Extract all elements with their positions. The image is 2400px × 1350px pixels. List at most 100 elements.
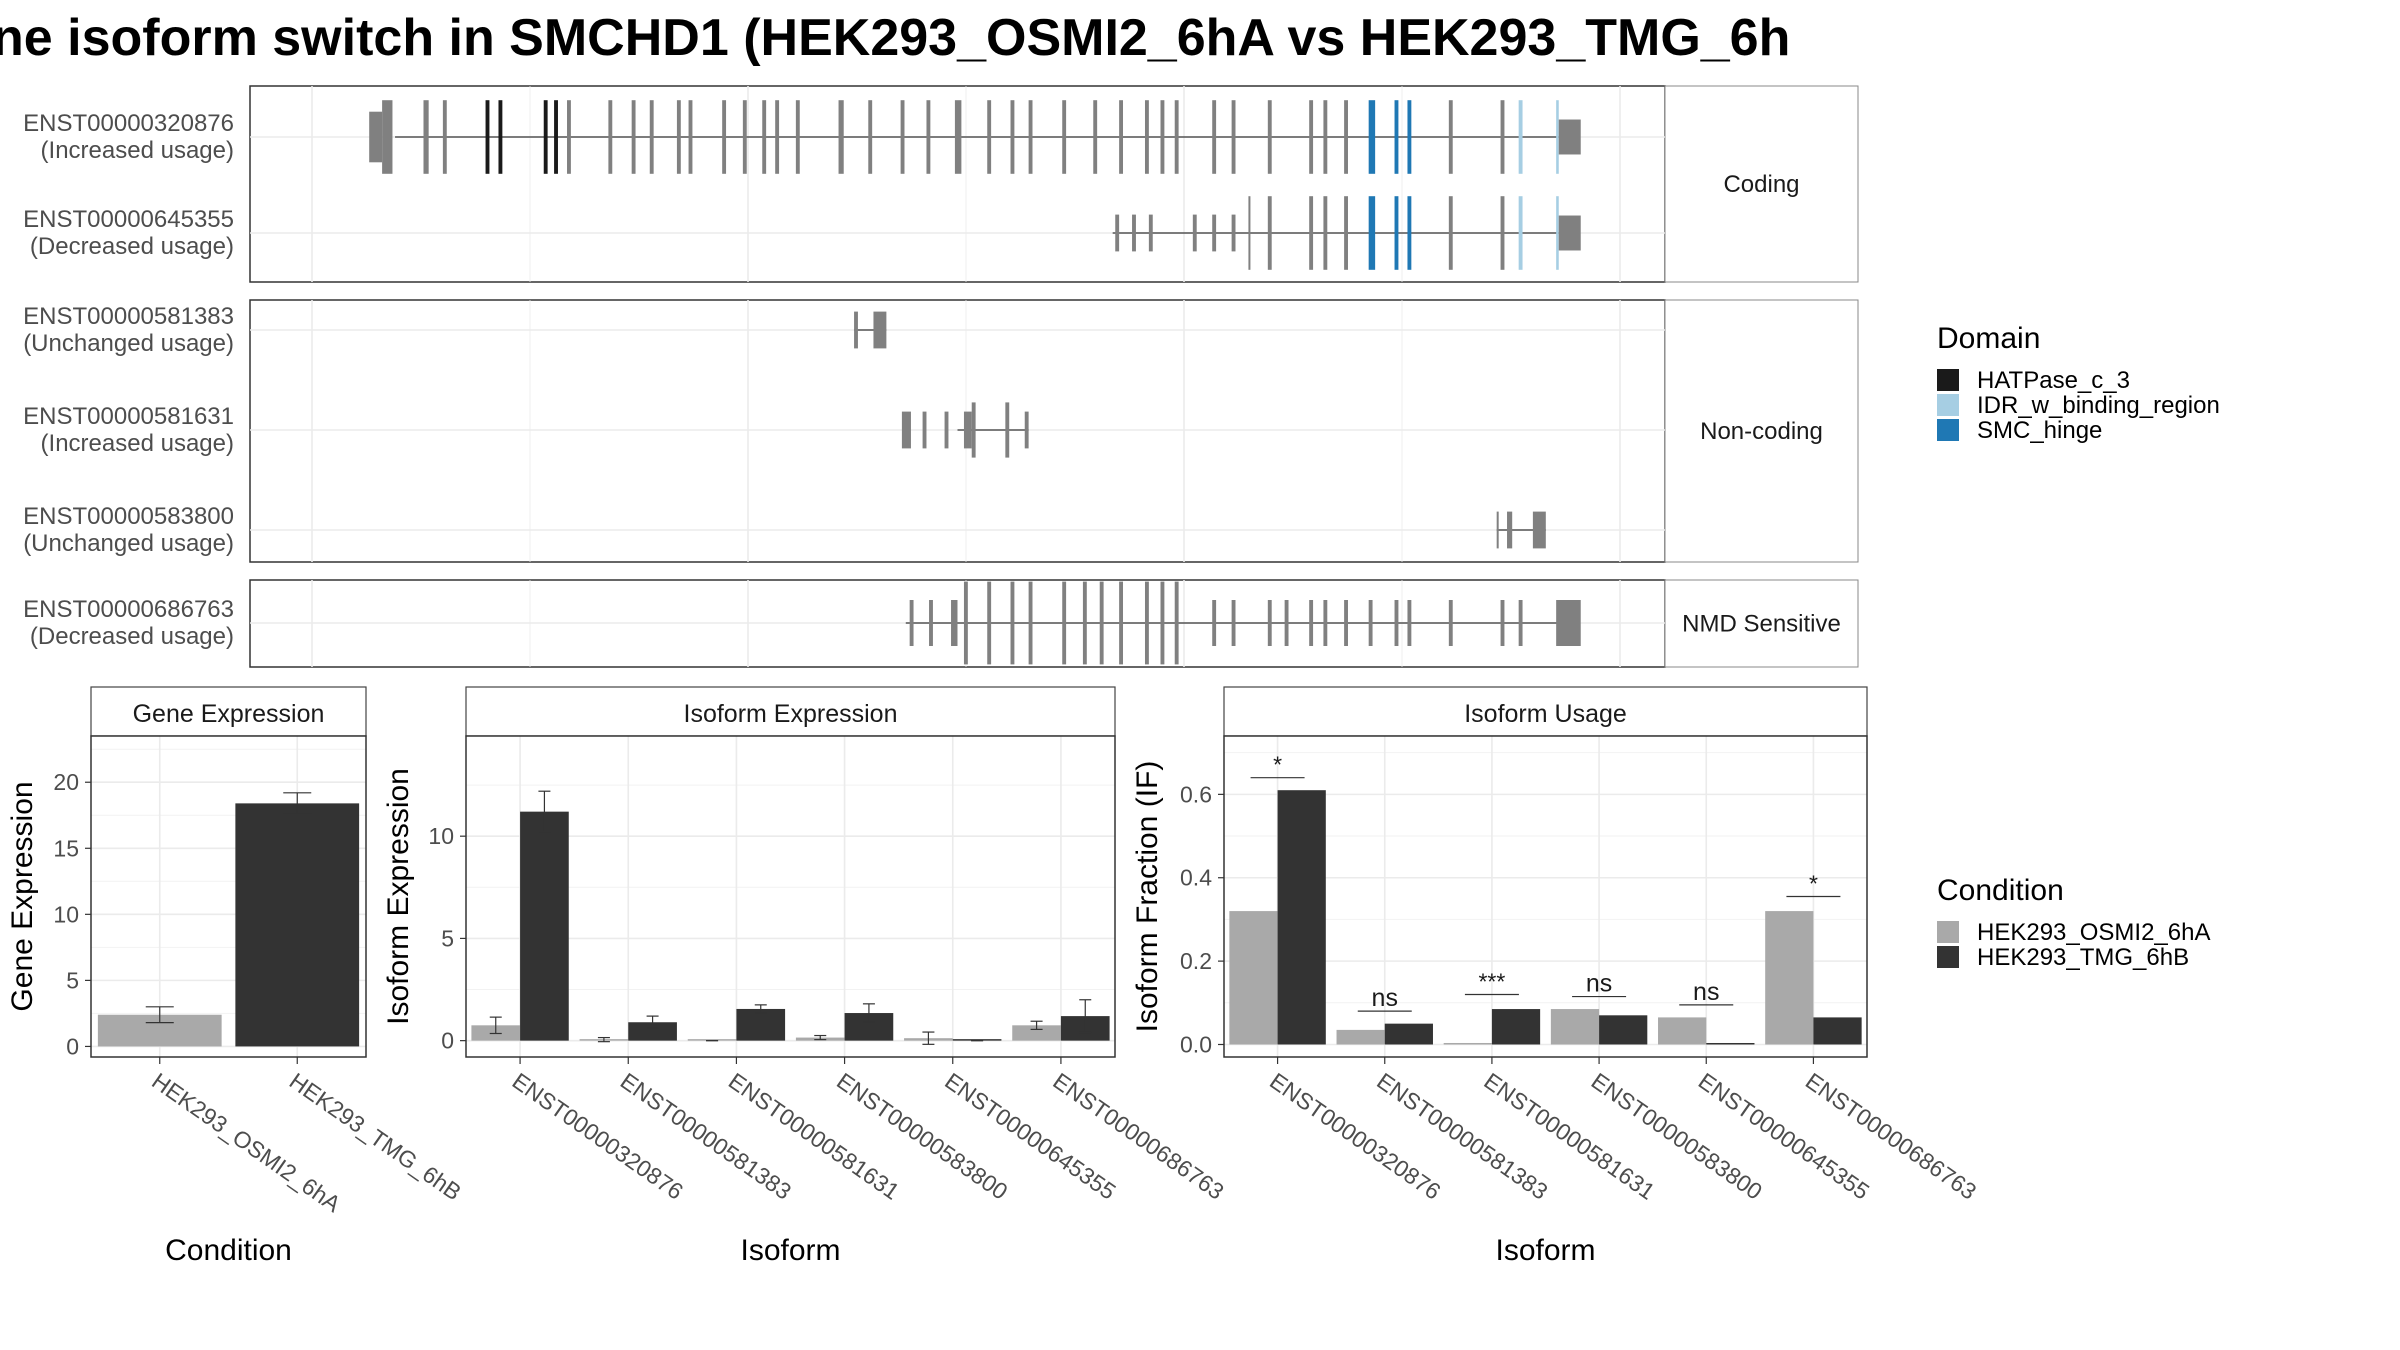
- exon: [762, 100, 767, 174]
- domain-legend-label: IDR_w_binding_region: [1977, 392, 2220, 419]
- exon: [722, 100, 727, 174]
- panel-strip: [1664, 85, 1859, 283]
- exon: [1309, 100, 1314, 174]
- chart-title: Gene Expression: [133, 700, 325, 728]
- exon: [1394, 100, 1399, 174]
- exon: [1448, 600, 1453, 646]
- transcript-usage-label: (Decreased usage): [30, 623, 234, 650]
- bar: [520, 811, 569, 1041]
- exon: [901, 411, 911, 449]
- y-tick-label: 0.6: [1180, 781, 1212, 807]
- exon: [1144, 100, 1149, 174]
- exon: [1174, 581, 1179, 665]
- y-tick-label: 10: [53, 901, 79, 927]
- plot-area: [466, 736, 1115, 1057]
- exon: [1407, 196, 1412, 270]
- chart-title-strip: [1223, 686, 1868, 737]
- exon: [1558, 119, 1581, 155]
- x-tick-label: ENST00000581631: [1479, 1068, 1659, 1205]
- x-axis-title: Condition: [165, 1234, 292, 1267]
- exon: [1309, 196, 1314, 270]
- y-tick-label: 5: [441, 925, 454, 951]
- domain-legend-title: Domain: [1937, 322, 2040, 355]
- x-tick-label: ENST00000581383: [1372, 1068, 1552, 1205]
- exon: [944, 411, 949, 449]
- bar-charts: Gene Expression05101520HEK293_OSMI2_6hAH…: [6, 686, 1981, 1267]
- panel-frame: [249, 299, 1666, 563]
- chart-title-strip: [465, 686, 1116, 737]
- exon: [1368, 600, 1373, 646]
- exon: [1231, 214, 1236, 252]
- transcript-id-label: ENST00000320876: [23, 110, 234, 137]
- domain-legend: Domain HATPase_c_3IDR_w_binding_regionSMC…: [1937, 322, 2220, 444]
- plot-frame: [465, 735, 1116, 1058]
- exon: [1119, 100, 1124, 174]
- exon: [1212, 600, 1217, 646]
- y-tick-label: 0.4: [1180, 865, 1212, 891]
- exon: [1558, 215, 1581, 251]
- exon: [1518, 600, 1523, 646]
- condition-legend-label: HEK293_OSMI2_6hA: [1977, 919, 2210, 946]
- transcript-id-label: ENST00000581383: [23, 303, 234, 330]
- x-tick-label: ENST00000320876: [1265, 1068, 1445, 1205]
- exon: [631, 100, 636, 174]
- exon: [382, 100, 393, 174]
- y-tick-label: 15: [53, 835, 79, 861]
- condition-legend-swatch: [1937, 921, 1959, 943]
- transcript-usage-label: (Unchanged usage): [23, 330, 234, 357]
- exon: [1093, 100, 1098, 174]
- exon: [954, 100, 962, 174]
- significance-label: ***: [1478, 968, 1505, 994]
- significance-label: ns: [1693, 978, 1719, 1006]
- exon: [1394, 196, 1399, 270]
- exon: [1496, 511, 1499, 549]
- exon: [369, 111, 383, 163]
- y-tick-label: 0.0: [1180, 1031, 1212, 1057]
- exon: [1099, 581, 1104, 665]
- domain-legend-label: SMC_hinge: [1977, 417, 2102, 444]
- bar: [952, 1039, 1002, 1041]
- exon: [1323, 600, 1328, 646]
- exon: [1323, 100, 1328, 174]
- y-tick-label: 0: [441, 1028, 454, 1054]
- significance-label: *: [1809, 871, 1818, 897]
- exon: [485, 100, 490, 174]
- significance-label: ns: [1372, 984, 1398, 1012]
- exon: [1556, 100, 1559, 174]
- exon: [554, 100, 558, 174]
- transcript-id-label: ENST00000686763: [23, 596, 234, 623]
- exon: [1556, 196, 1559, 270]
- y-tick-label: 0.2: [1180, 948, 1212, 974]
- plot-frame: [1223, 735, 1868, 1058]
- transcript-id-label: ENST00000583800: [23, 503, 234, 530]
- bar: [1658, 1017, 1707, 1045]
- exon: [1394, 600, 1399, 646]
- plot-area: [1224, 736, 1867, 1057]
- panel-strip-label: Coding: [1723, 171, 1799, 198]
- exon: [1407, 600, 1412, 646]
- exon: [423, 100, 429, 174]
- bar: [736, 1008, 786, 1041]
- bar: [1229, 911, 1278, 1045]
- exon: [1231, 100, 1236, 174]
- x-tick-label: ENST00000686763: [1801, 1068, 1981, 1205]
- exon: [1005, 402, 1010, 458]
- exon: [1192, 214, 1197, 252]
- exon: [987, 100, 992, 174]
- exon: [1082, 581, 1087, 665]
- exon: [1148, 214, 1153, 252]
- transcript-id-label: ENST00000581631: [23, 403, 234, 430]
- exon: [1284, 600, 1289, 646]
- exon: [1248, 196, 1251, 270]
- exon: [676, 100, 681, 174]
- exon: [1144, 581, 1149, 665]
- exon: [1174, 100, 1179, 174]
- exon: [498, 100, 503, 174]
- domain-legend-label: HATPase_c_3: [1977, 367, 2130, 394]
- figure-title: ne isoform switch in SMCHD1 (HEK293_OSMI…: [0, 9, 1790, 67]
- bar: [1336, 1029, 1385, 1045]
- exon: [1267, 600, 1272, 646]
- exon: [608, 100, 613, 174]
- bar: [1706, 1042, 1755, 1045]
